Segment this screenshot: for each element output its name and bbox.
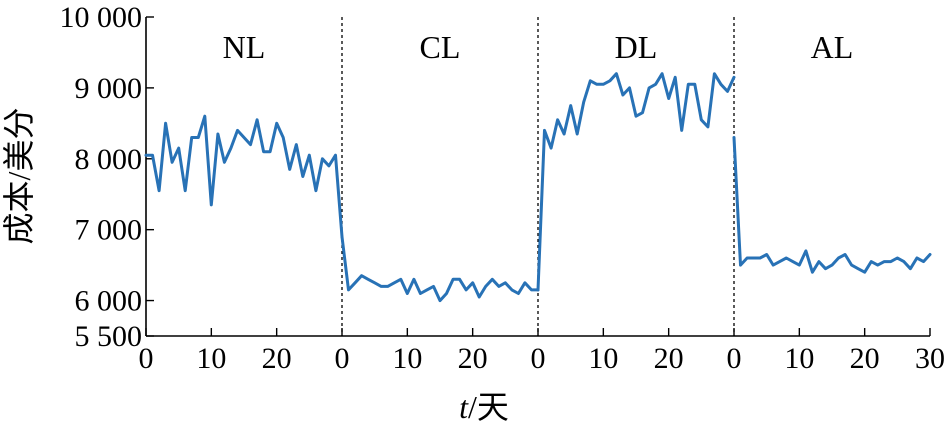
phase-label-al: AL <box>811 29 854 65</box>
phase-label-nl: NL <box>223 29 266 65</box>
phase-label-cl: CL <box>420 29 461 65</box>
x-axis-title: t/天 <box>459 389 509 425</box>
x-tick-label: 20 <box>458 342 488 375</box>
x-tick-label: 20 <box>850 342 880 375</box>
phase-labels: NL CL DL AL <box>223 29 854 65</box>
x-tick-label: 0 <box>531 342 546 375</box>
y-tick-label: 6 000 <box>75 285 143 318</box>
y-tick-label: 5 500 <box>75 320 143 353</box>
x-tick-label: 20 <box>262 342 292 375</box>
series-group <box>144 72 932 303</box>
y-tick-label: 7 000 <box>75 214 143 247</box>
x-tick-label: 10 <box>588 342 618 375</box>
y-axis-title: 成本/美分 <box>1 108 37 245</box>
series-line-nl <box>144 114 344 239</box>
series-line-al <box>732 136 932 274</box>
x-tick-label: 0 <box>727 342 742 375</box>
series-line-cl <box>340 235 540 303</box>
x-tick-label: 30 <box>915 342 945 375</box>
x-tick-label: 10 <box>392 342 422 375</box>
y-tick-label: 10 000 <box>60 1 143 34</box>
x-tick-label: 0 <box>335 342 350 375</box>
x-axis-title-unit: /天 <box>468 389 509 425</box>
series-line-dl <box>536 72 736 292</box>
x-tick-label: 10 <box>196 342 226 375</box>
phase-label-dl: DL <box>615 29 658 65</box>
x-ticks: 0 10 20 0 10 20 0 10 20 0 10 20 30 <box>139 328 945 375</box>
x-tick-label: 10 <box>784 342 814 375</box>
y-tick-label: 9 000 <box>75 72 143 105</box>
x-tick-label: 20 <box>654 342 684 375</box>
y-tick-label: 8 000 <box>75 143 143 176</box>
x-axis-title-var: t <box>459 389 469 425</box>
x-tick-label: 0 <box>139 342 154 375</box>
